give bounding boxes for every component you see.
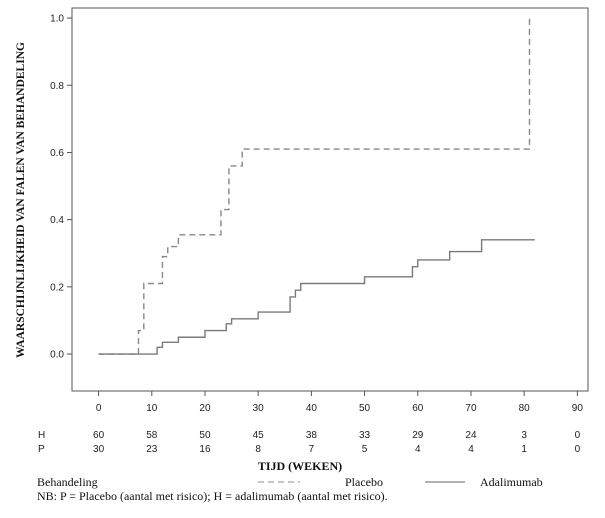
risk-row-label: P bbox=[38, 444, 45, 455]
risk-value: 29 bbox=[412, 430, 424, 441]
y-tick-label: 0.6 bbox=[50, 148, 64, 159]
series-layer bbox=[98, 18, 535, 355]
x-tick-label: 0 bbox=[96, 403, 102, 414]
risk-table: H 60 58 50 45 38 33 29 24 3 0P 30 23 16 8 7 5 4 4 1 0 bbox=[38, 430, 581, 455]
risk-value: 8 bbox=[255, 444, 261, 455]
risk-row-label: H bbox=[38, 430, 45, 441]
risk-value: 30 bbox=[93, 444, 105, 455]
risk-value: 38 bbox=[306, 430, 318, 441]
y-tick-label: 1.0 bbox=[50, 14, 64, 25]
y-axis: 0.0 0.2 0.4 0.6 0.8 1.0 bbox=[50, 14, 72, 361]
risk-value: 45 bbox=[253, 430, 265, 441]
x-tick-label: 60 bbox=[412, 403, 424, 414]
footnote: NB: P = Placebo (aantal met risico); H =… bbox=[37, 489, 388, 503]
x-tick-label: 40 bbox=[306, 403, 318, 414]
x-tick-label: 10 bbox=[146, 403, 158, 414]
risk-value: 4 bbox=[468, 444, 474, 455]
legend-adalimumab-label: Adalimumab bbox=[480, 475, 543, 489]
risk-value: 33 bbox=[359, 430, 371, 441]
risk-value: 23 bbox=[146, 444, 158, 455]
risk-value: 0 bbox=[575, 444, 581, 455]
x-tick-label: 80 bbox=[519, 403, 531, 414]
x-axis: 0 10 20 30 40 50 60 70 80 90 bbox=[96, 391, 584, 414]
risk-value: 24 bbox=[465, 430, 477, 441]
x-axis-label: TIJD (WEKEN) bbox=[258, 459, 342, 473]
y-tick-label: 0.8 bbox=[50, 81, 64, 92]
risk-value: 16 bbox=[199, 444, 211, 455]
risk-value: 58 bbox=[146, 430, 158, 441]
risk-value: 50 bbox=[199, 430, 211, 441]
series-line-adalimumab bbox=[98, 239, 535, 355]
y-tick-label: 0.2 bbox=[50, 282, 64, 293]
x-tick-label: 30 bbox=[253, 403, 265, 414]
risk-value: 3 bbox=[521, 430, 527, 441]
risk-value: 1 bbox=[521, 444, 527, 455]
series-line-placebo bbox=[98, 18, 531, 355]
risk-value: 0 bbox=[575, 430, 581, 441]
y-tick-label: 0.4 bbox=[50, 215, 64, 226]
plot-frame bbox=[71, 7, 589, 392]
x-tick-label: 20 bbox=[199, 403, 211, 414]
legend: Behandeling Placebo Adalimumab bbox=[37, 475, 543, 489]
y-axis-label: WAARSCHIJNLIJKHEID VAN FALEN VAN BEHANDE… bbox=[15, 42, 27, 358]
risk-value: 60 bbox=[93, 430, 105, 441]
x-tick-label: 70 bbox=[465, 403, 477, 414]
x-tick-label: 50 bbox=[359, 403, 371, 414]
x-tick-label: 90 bbox=[572, 403, 584, 414]
risk-value: 4 bbox=[415, 444, 421, 455]
risk-value: 5 bbox=[362, 444, 368, 455]
legend-title: Behandeling bbox=[37, 475, 98, 489]
risk-value: 7 bbox=[309, 444, 315, 455]
legend-placebo-label: Placebo bbox=[345, 475, 383, 489]
y-tick-label: 0.0 bbox=[50, 350, 64, 361]
